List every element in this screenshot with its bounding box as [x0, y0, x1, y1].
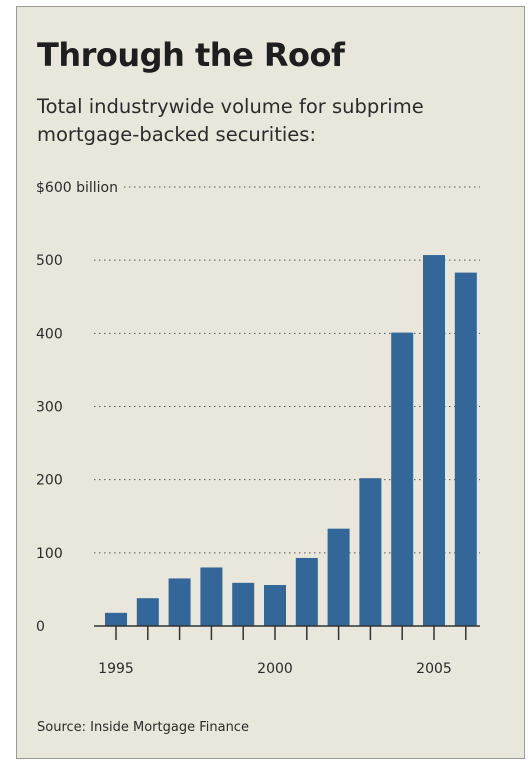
bar-1995 [105, 612, 127, 626]
bar-1996 [136, 598, 159, 626]
y-tick-label: 500 [36, 253, 63, 269]
y-tick-label: 200 [36, 473, 63, 489]
chart-title: Through the Roof [37, 36, 345, 74]
x-tick-label: 2005 [416, 661, 452, 677]
bar-1998 [200, 567, 223, 626]
y-tick-label: 400 [36, 326, 63, 342]
bar-1997 [168, 578, 191, 626]
x-tick-label: 2000 [257, 661, 293, 677]
y-tick-label: 100 [36, 546, 63, 562]
bar-1999 [232, 582, 255, 626]
bar-2005 [423, 255, 445, 627]
bar-2001 [295, 557, 318, 626]
chart-source: Source: Inside Mortgage Finance [37, 720, 249, 735]
y-tick-label: $600 billion [36, 180, 118, 196]
chart-subtitle: Total industrywide volume for subprime m… [37, 95, 424, 146]
y-tick-label: 300 [36, 400, 63, 416]
y-tick-label: 0 [36, 619, 45, 635]
bar-2006 [454, 272, 477, 626]
bar-2003 [359, 478, 382, 626]
bar-2002 [327, 528, 350, 626]
bar-2004 [391, 332, 414, 626]
bar-2000 [264, 585, 286, 626]
x-tick-label: 1995 [98, 661, 134, 677]
